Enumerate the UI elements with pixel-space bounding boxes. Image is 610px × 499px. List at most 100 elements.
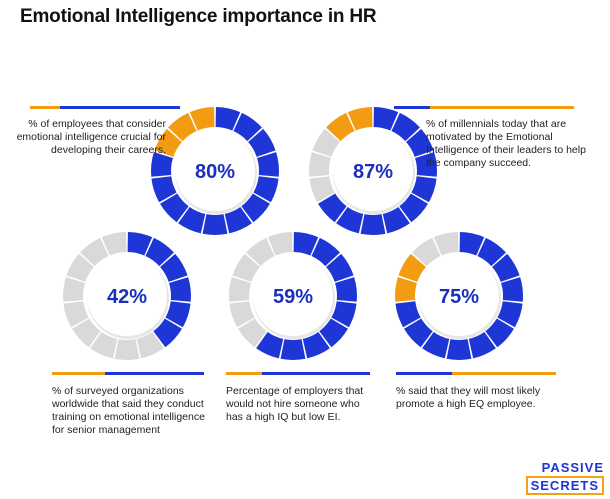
chart-title: Emotional Intelligence importance in HR <box>20 6 377 27</box>
ring-2-segment <box>326 112 355 142</box>
ring-2-segment <box>309 176 335 203</box>
ring-4-segment <box>280 339 306 360</box>
logo-line-2: SECRETS <box>525 476 604 495</box>
ring-5-segment <box>485 318 514 348</box>
ring-1-center <box>175 131 255 211</box>
ring-5-segment <box>459 232 485 256</box>
ring-5-segment <box>501 277 523 302</box>
ring-5-value-label: 75% <box>439 286 479 308</box>
ring-3-segment <box>160 253 188 282</box>
caption-1: % of employees that consider emotional i… <box>16 118 166 156</box>
ring-5-segment <box>492 253 520 282</box>
ring-1-segment <box>215 107 241 131</box>
ring-4-center <box>253 256 333 336</box>
ring-5-segment <box>477 237 506 267</box>
ring-1-segment <box>168 112 197 142</box>
ring-2-segment <box>406 128 434 157</box>
ring-5-segment <box>446 339 472 360</box>
caption-3: % of surveyed organizations worldwide th… <box>52 385 205 436</box>
ring-3-segment <box>153 318 182 348</box>
caption-line-3 <box>52 372 204 375</box>
ring-1-segment <box>189 107 215 131</box>
ring-2-center <box>333 131 413 211</box>
ring-5-segment <box>422 331 450 359</box>
ring-3-segment <box>66 253 94 282</box>
ring-2-segment <box>373 107 399 131</box>
ring-3-center <box>87 256 167 336</box>
caption-5: % said that they will most likely promot… <box>396 385 541 410</box>
ring-2-segment <box>415 152 437 177</box>
ring-3-segment <box>145 237 174 267</box>
ring-5-center <box>419 256 499 336</box>
ring-1-value-label: 80% <box>195 161 235 183</box>
donut-ring-5: 75% <box>395 232 523 360</box>
ring-4-segment <box>335 277 357 302</box>
ring-5-segment <box>404 318 433 348</box>
ring-3-segment <box>63 277 85 302</box>
ring-2-segment <box>347 107 373 131</box>
ring-1-segment <box>233 112 262 142</box>
ring-4-segment <box>246 237 275 267</box>
ring-1-segment <box>202 214 228 235</box>
ring-4-segment <box>267 232 293 256</box>
ring-1-segment <box>224 206 252 234</box>
ring-3-segment <box>80 237 109 267</box>
ring-4-segment <box>229 301 255 328</box>
ring-4-segment <box>232 253 260 282</box>
ring-4-segment <box>302 331 330 359</box>
ring-5-segment <box>395 301 421 328</box>
ring-2-segment <box>312 128 340 157</box>
logo-line-1: PASSIVE <box>541 460 604 475</box>
ring-1-segment <box>241 193 270 223</box>
caption-line-5 <box>396 372 556 375</box>
ring-4-segment <box>238 318 267 348</box>
ring-2-value-label: 87% <box>353 161 393 183</box>
ring-5-segment <box>468 331 496 359</box>
ring-3-value-label: 42% <box>107 286 147 308</box>
ring-1-segment <box>151 152 173 177</box>
ring-2-segment <box>336 206 364 234</box>
ring-1-segment <box>257 152 279 177</box>
ring-3-segment <box>72 318 101 348</box>
ring-1-segment <box>248 128 276 157</box>
ring-4-segment <box>293 232 319 256</box>
ring-3-segment <box>165 301 191 328</box>
ring-2-segment <box>309 152 331 177</box>
ring-2-segment <box>399 193 428 223</box>
ring-3-segment <box>114 339 140 360</box>
caption-line-2 <box>394 106 574 109</box>
ring-3-segment <box>169 277 191 302</box>
passive-secrets-logo: PASSIVE SECRETS <box>525 460 604 495</box>
ring-3-segment <box>90 331 118 359</box>
ring-3-segment <box>63 301 89 328</box>
ring-2-segment <box>318 193 347 223</box>
ring-5-segment <box>395 277 417 302</box>
ring-2-segment <box>411 176 437 203</box>
caption-2: % of millennials today that are motivate… <box>426 118 586 169</box>
ring-3-segment <box>136 331 164 359</box>
ring-1-segment <box>178 206 206 234</box>
caption-line-1 <box>30 106 180 109</box>
ring-4-value-label: 59% <box>273 286 313 308</box>
ring-1-segment <box>160 193 189 223</box>
ring-4-segment <box>326 253 354 282</box>
caption-4: Percentage of employers that would not h… <box>226 385 364 423</box>
ring-4-segment <box>229 277 251 302</box>
ring-3-segment <box>101 232 127 256</box>
caption-line-4 <box>226 372 370 375</box>
donut-ring-4: 59% <box>229 232 357 360</box>
ring-5-segment <box>433 232 459 256</box>
ring-5-segment <box>497 301 523 328</box>
ring-2-segment <box>360 214 386 235</box>
ring-1-segment <box>253 176 279 203</box>
donut-ring-1: 80% <box>151 107 279 235</box>
ring-4-segment <box>256 331 284 359</box>
donut-ring-2: 87% <box>309 107 437 235</box>
ring-2-segment <box>382 206 410 234</box>
donut-ring-3: 42% <box>63 232 191 360</box>
ring-3-segment <box>127 232 153 256</box>
ring-4-segment <box>319 318 348 348</box>
ring-5-segment <box>412 237 441 267</box>
ring-4-segment <box>331 301 357 328</box>
